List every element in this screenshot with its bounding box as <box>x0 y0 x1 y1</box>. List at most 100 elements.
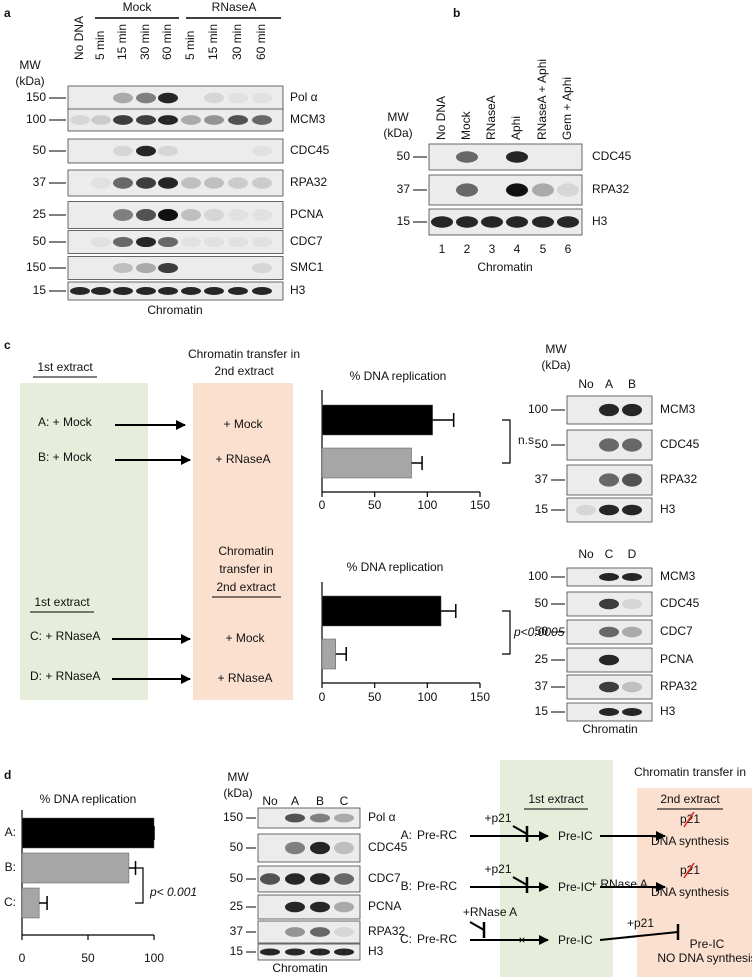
blot-strip <box>257 920 361 944</box>
band <box>599 708 619 716</box>
band <box>228 236 248 248</box>
mw-label: MW <box>387 110 409 124</box>
state: Pre-IC <box>558 933 593 947</box>
band <box>599 598 619 610</box>
protein-label: PCNA <box>368 899 401 913</box>
y-tick-label: B: <box>5 860 16 874</box>
band <box>91 115 111 125</box>
lane-number: 5 <box>540 242 547 256</box>
mw-label: MW <box>227 770 249 784</box>
strike <box>683 862 695 879</box>
x-tick-label: 0 <box>19 951 26 965</box>
mw-unit: (kDa) <box>383 126 412 140</box>
band <box>136 177 156 189</box>
band <box>599 681 619 693</box>
protein-label: CDC7 <box>660 624 693 638</box>
protein-label: Pol α <box>368 810 396 824</box>
mw-value: 150 <box>26 260 46 274</box>
annotation: p< 0.001 <box>149 885 197 899</box>
footer: Chromatin <box>147 303 202 317</box>
group-label: RNaseA <box>212 0 257 14</box>
band <box>622 681 642 693</box>
lane-label: Mock <box>459 110 473 140</box>
lane-label: No <box>578 547 594 561</box>
band <box>260 873 280 885</box>
band <box>228 287 248 295</box>
blot-strip <box>67 138 284 164</box>
blot-strip <box>257 943 361 961</box>
band <box>622 504 642 516</box>
state: Pre-IC <box>690 937 725 951</box>
band <box>506 183 528 197</box>
band <box>334 927 354 937</box>
first-extract-box <box>20 383 148 700</box>
mw-value: 100 <box>26 112 46 126</box>
band <box>113 209 133 221</box>
mw-value: 50 <box>230 871 244 885</box>
protein-label: MCM3 <box>660 402 696 416</box>
mw-value: 50 <box>535 624 549 638</box>
blot-strip <box>428 208 583 236</box>
band <box>181 287 201 295</box>
band <box>70 115 90 125</box>
band <box>310 927 330 937</box>
lane-label: No <box>578 377 594 391</box>
treatment: + RNase A <box>590 877 648 891</box>
lane-label: 15 min <box>115 24 129 60</box>
lane-number: 1 <box>439 242 446 256</box>
band <box>599 654 619 666</box>
band <box>181 177 201 189</box>
band <box>113 262 133 274</box>
lane-label: RNaseA + Aphi <box>535 59 549 140</box>
header: Chromatin transfer in <box>188 347 300 361</box>
lane-label: No DNA <box>434 96 448 140</box>
band <box>113 287 133 295</box>
band <box>334 873 354 885</box>
band <box>181 236 201 248</box>
lane-label: D <box>628 547 637 561</box>
band <box>599 504 619 516</box>
band <box>158 92 178 104</box>
band <box>456 183 478 197</box>
protein-label: RPA32 <box>368 924 405 938</box>
lane-label: Aphi <box>509 116 523 140</box>
band <box>158 262 178 274</box>
header: 1st extract <box>34 595 90 609</box>
marker: p21 <box>680 812 700 826</box>
group-label: Mock <box>123 0 153 14</box>
band <box>252 177 272 189</box>
annotation: p<0.0005 <box>513 625 565 639</box>
mw-value: 50 <box>230 840 244 854</box>
protein-label: CDC45 <box>368 840 408 854</box>
footer: Chromatin <box>582 722 637 736</box>
band <box>599 473 619 487</box>
panel-label: d <box>4 768 11 782</box>
band <box>599 626 619 638</box>
treatment: + RNaseA <box>215 452 270 466</box>
header: 1st extract <box>37 360 93 374</box>
band <box>136 92 156 104</box>
inhibitor <box>512 876 528 886</box>
mw-label: MW <box>545 342 567 356</box>
band <box>456 216 478 228</box>
treatment: B: + Mock <box>38 450 93 464</box>
mw-value: 100 <box>528 569 548 583</box>
band <box>260 948 280 956</box>
chart-title: % DNA replication <box>347 560 444 574</box>
protein-label: H3 <box>660 704 676 718</box>
protein-label: H3 <box>368 944 384 958</box>
lane-number: 2 <box>464 242 471 256</box>
mw-value: 15 <box>397 214 411 228</box>
band <box>285 901 305 913</box>
band <box>252 236 272 248</box>
band <box>252 92 272 104</box>
band <box>91 236 111 248</box>
band <box>204 209 224 221</box>
band <box>334 813 354 823</box>
treatment: D: + RNaseA <box>30 669 100 683</box>
band <box>181 209 201 221</box>
band <box>91 287 111 295</box>
state: Pre-RC <box>417 932 457 946</box>
band <box>252 209 272 221</box>
